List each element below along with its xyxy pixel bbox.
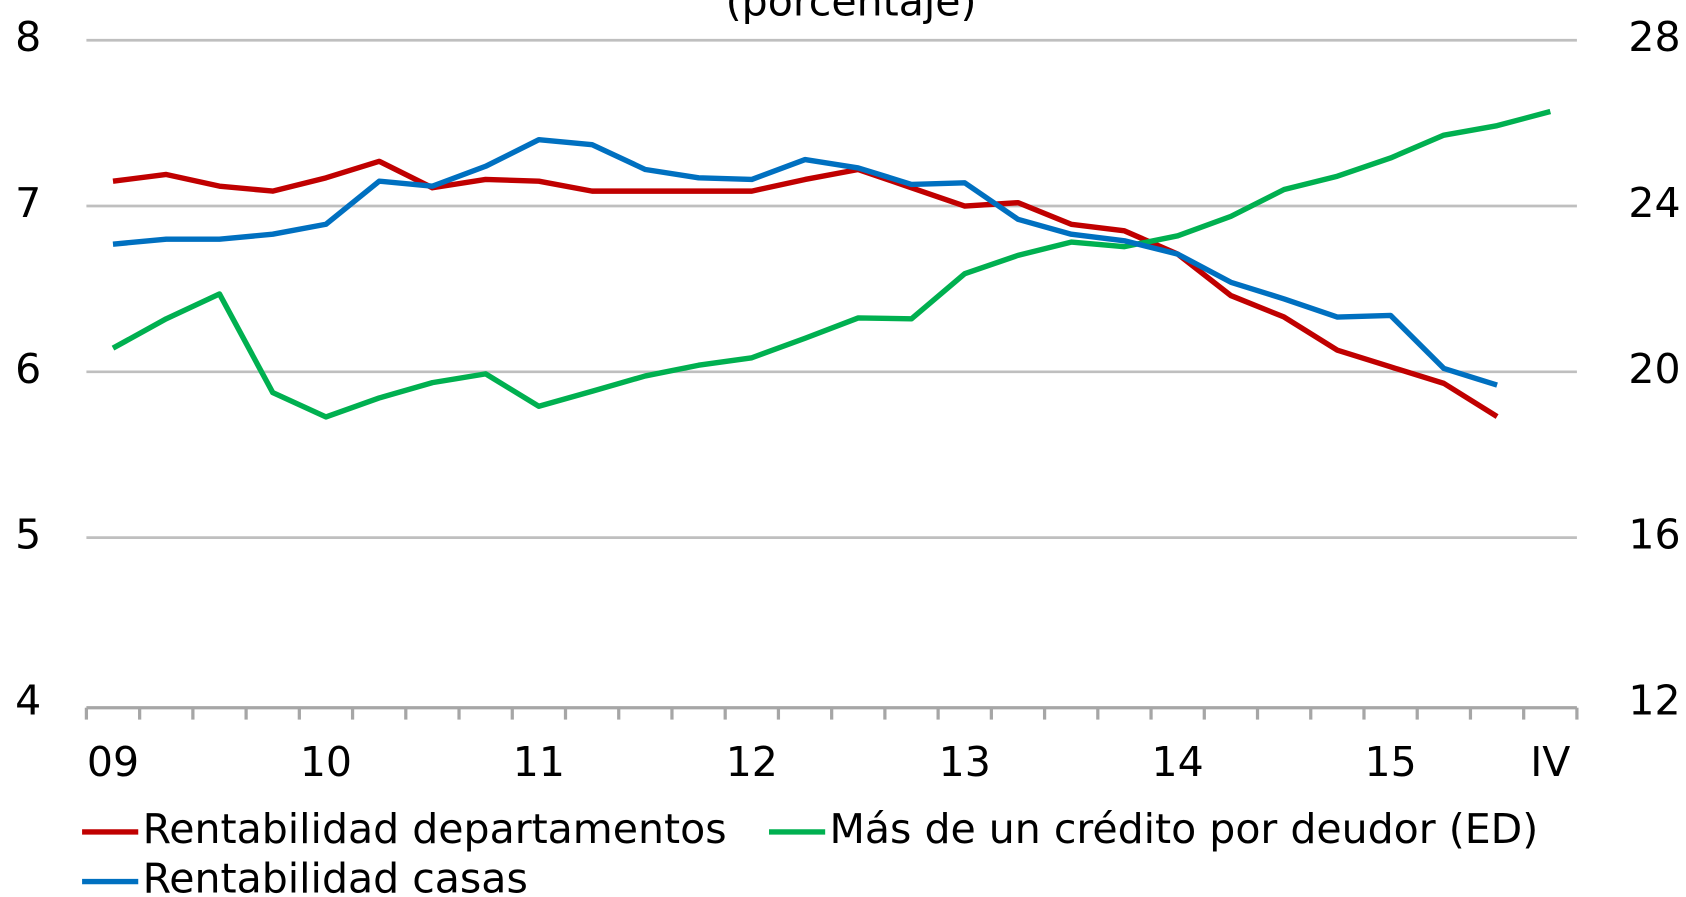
- y2-tick-label: 20: [1628, 345, 1680, 393]
- x-tick-label: 15: [1364, 738, 1416, 786]
- x-tick-label: 13: [939, 738, 991, 786]
- x-tick-label: 11: [513, 738, 565, 786]
- chart-subtitle: (porcentaje): [726, 0, 977, 26]
- y2-tick-label: 28: [1628, 13, 1680, 61]
- x-tick-label: IV: [1530, 738, 1570, 786]
- x-tick-label: 09: [87, 738, 139, 786]
- y-tick-label: 5: [15, 511, 41, 559]
- y2-tick-label: 16: [1628, 511, 1680, 559]
- y-tick-label: 6: [15, 345, 41, 393]
- y-tick-label: 7: [15, 179, 41, 227]
- legend-label: Más de un crédito por deudor (ED): [829, 805, 1538, 853]
- x-tick-label: 10: [300, 738, 352, 786]
- series-line: [111, 108, 1552, 420]
- legend-label: Rentabilidad departamentos: [143, 805, 727, 853]
- series-line: [112, 158, 1499, 419]
- y2-tick-label: 12: [1628, 676, 1680, 724]
- x-tick-label: 14: [1152, 738, 1204, 786]
- y2-tick-label: 24: [1628, 179, 1680, 227]
- y-tick-label: 4: [15, 676, 41, 724]
- legend-label: Rentabilidad casas: [143, 855, 528, 897]
- series-line: [112, 137, 1498, 388]
- x-tick-label: 12: [726, 738, 778, 786]
- y-tick-label: 8: [15, 13, 41, 61]
